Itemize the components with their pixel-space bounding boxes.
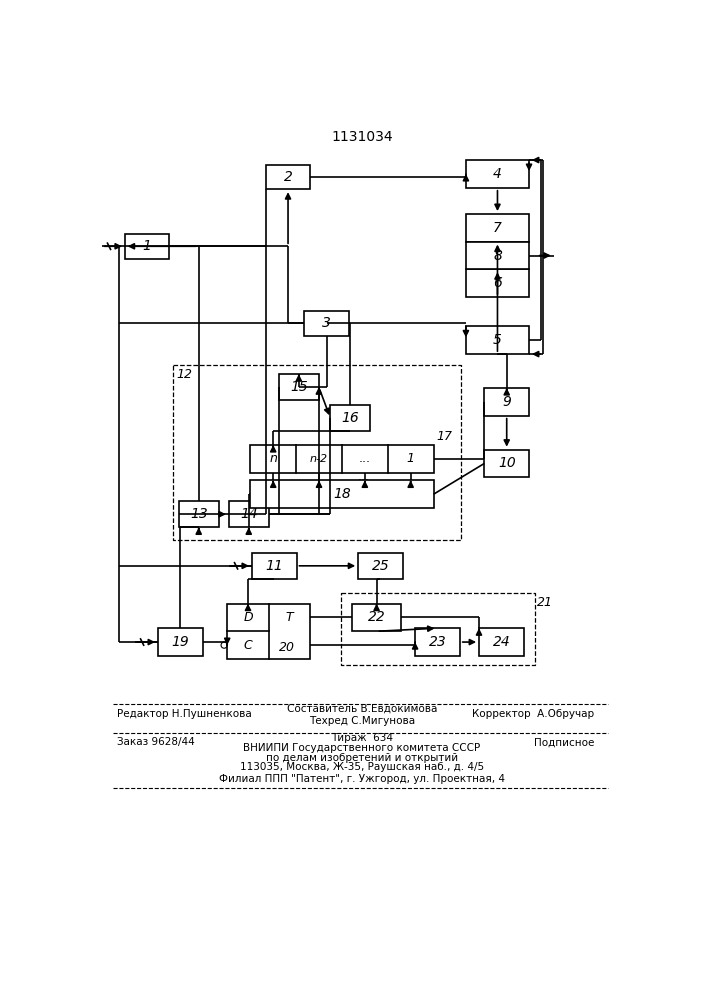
Text: 19: 19 — [171, 635, 189, 649]
Text: 8: 8 — [493, 249, 502, 263]
Text: 21: 21 — [537, 596, 553, 609]
FancyBboxPatch shape — [250, 445, 433, 473]
Text: 12: 12 — [176, 368, 192, 381]
FancyBboxPatch shape — [466, 326, 529, 354]
Text: ...: ... — [359, 452, 371, 465]
Text: ...: ... — [358, 470, 370, 483]
FancyBboxPatch shape — [250, 480, 433, 508]
Text: 22: 22 — [368, 610, 385, 624]
Text: Тираж  634: Тираж 634 — [331, 733, 393, 743]
Text: 1: 1 — [143, 239, 151, 253]
Text: 13: 13 — [190, 507, 208, 521]
Text: 17: 17 — [437, 430, 452, 443]
Text: 1131034: 1131034 — [331, 130, 393, 144]
FancyBboxPatch shape — [479, 628, 524, 656]
Text: n: n — [269, 452, 277, 465]
Text: Заказ 9628/44: Заказ 9628/44 — [117, 737, 195, 747]
FancyBboxPatch shape — [466, 214, 529, 242]
Text: Редактор Н.Пушненкова: Редактор Н.Пушненкова — [117, 709, 252, 719]
FancyBboxPatch shape — [179, 501, 218, 527]
FancyBboxPatch shape — [415, 628, 460, 656]
Text: 20: 20 — [279, 641, 295, 654]
FancyBboxPatch shape — [227, 604, 310, 659]
Text: 5: 5 — [493, 333, 502, 347]
FancyBboxPatch shape — [358, 553, 403, 579]
Text: 113035, Москва, Ж-35, Раушская наб., д. 4/5: 113035, Москва, Ж-35, Раушская наб., д. … — [240, 762, 484, 772]
Text: 1: 1 — [407, 452, 414, 465]
FancyBboxPatch shape — [266, 165, 310, 189]
FancyBboxPatch shape — [304, 311, 349, 336]
Text: Техред С.Мигунова: Техред С.Мигунова — [309, 716, 415, 726]
FancyBboxPatch shape — [484, 388, 529, 416]
Text: 16: 16 — [341, 411, 359, 425]
FancyBboxPatch shape — [330, 405, 370, 431]
FancyBboxPatch shape — [466, 269, 529, 297]
FancyBboxPatch shape — [279, 374, 319, 400]
Text: 15: 15 — [290, 380, 308, 394]
FancyBboxPatch shape — [466, 242, 529, 269]
Text: D: D — [243, 611, 253, 624]
Text: 2: 2 — [284, 170, 293, 184]
Text: 18: 18 — [333, 487, 351, 501]
Text: T: T — [286, 611, 293, 624]
Text: Корректор  А.Обручар: Корректор А.Обручар — [472, 709, 595, 719]
Text: 6: 6 — [493, 276, 502, 290]
FancyBboxPatch shape — [158, 628, 203, 656]
FancyBboxPatch shape — [466, 160, 529, 188]
Text: Подписное: Подписное — [534, 737, 595, 747]
Text: ВНИИПИ Государственного комитета СССР: ВНИИПИ Государственного комитета СССР — [243, 743, 481, 753]
Text: 25: 25 — [372, 559, 390, 573]
Text: по делам изобретений и открытий: по делам изобретений и открытий — [266, 753, 458, 763]
FancyBboxPatch shape — [484, 450, 529, 477]
Text: 10: 10 — [498, 456, 515, 470]
Text: C: C — [244, 639, 252, 652]
FancyBboxPatch shape — [352, 604, 402, 631]
FancyBboxPatch shape — [229, 501, 269, 527]
FancyBboxPatch shape — [125, 234, 170, 259]
Text: 7: 7 — [493, 221, 502, 235]
Text: 23: 23 — [428, 635, 446, 649]
FancyBboxPatch shape — [252, 553, 296, 579]
Text: Составитель В.Евдокимова: Составитель В.Евдокимова — [287, 704, 437, 714]
Text: 3: 3 — [322, 316, 331, 330]
Text: n-2: n-2 — [310, 454, 328, 464]
Text: 9: 9 — [502, 395, 511, 409]
Text: Филиал ППП "Патент", г. Ужгород, ул. Проектная, 4: Филиал ППП "Патент", г. Ужгород, ул. Про… — [219, 774, 505, 784]
Text: 24: 24 — [493, 635, 510, 649]
Text: 4: 4 — [493, 167, 502, 181]
Text: 11: 11 — [265, 559, 283, 573]
Text: 14: 14 — [240, 507, 257, 521]
